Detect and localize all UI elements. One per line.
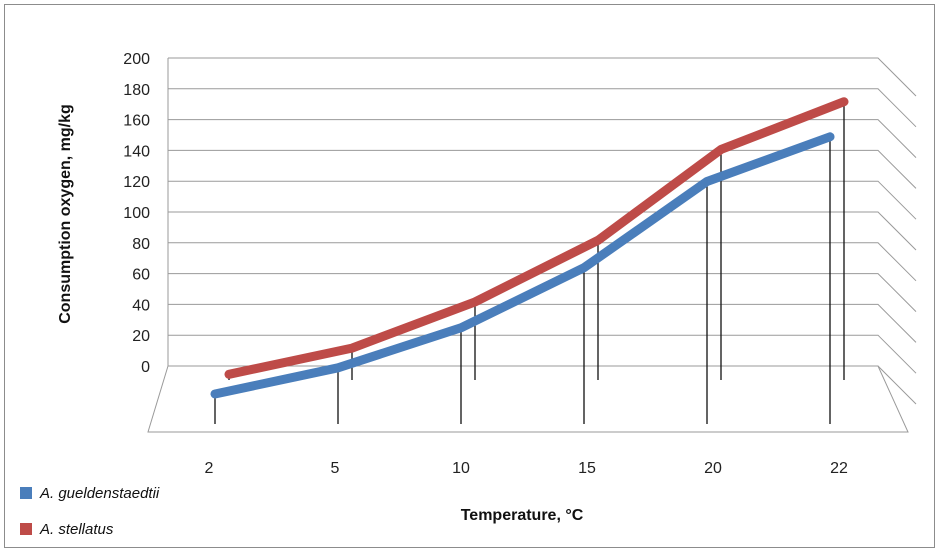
grid-line xyxy=(168,303,917,343)
x-tick-label: 10 xyxy=(452,460,470,477)
data-point xyxy=(351,347,353,350)
data-point xyxy=(829,135,831,138)
floor-outline xyxy=(147,365,909,433)
series-line xyxy=(210,132,835,399)
grid-line xyxy=(168,211,917,251)
x-tick-label: 5 xyxy=(331,460,340,477)
grid-line xyxy=(168,242,917,282)
grid-line xyxy=(168,273,917,312)
grid-line xyxy=(168,119,917,158)
data-point xyxy=(583,266,585,269)
legend-label: A. gueldenstaedtii xyxy=(39,485,160,502)
x-tick-label: 2 xyxy=(205,460,214,477)
x-tick-label: 15 xyxy=(578,460,596,477)
y-axis-label: Consumption oxygen, mg/kg xyxy=(57,104,74,324)
data-point xyxy=(720,148,722,151)
x-tick-label: 22 xyxy=(830,460,848,477)
series-lines xyxy=(210,97,849,399)
data-point xyxy=(474,300,476,303)
grid-line xyxy=(168,180,917,220)
y-tick-label: 200 xyxy=(123,51,150,68)
grid-lines xyxy=(167,57,917,405)
chart-floor xyxy=(147,365,909,433)
y-tick-label: 80 xyxy=(132,236,150,253)
x-axis-ticks: 2 5 10 15 20 22 xyxy=(205,460,848,477)
y-tick-label: 180 xyxy=(123,82,150,99)
y-tick-label: 0 xyxy=(141,359,150,376)
y-tick-label: 140 xyxy=(123,143,150,160)
y-tick-label: 20 xyxy=(132,328,150,345)
y-tick-label: 120 xyxy=(123,174,150,191)
data-point xyxy=(214,393,216,395)
legend: A. gueldenstaedtii A. stellatus xyxy=(20,485,160,538)
data-point xyxy=(460,326,462,329)
grid-line xyxy=(168,334,917,374)
grid-line xyxy=(168,88,917,128)
grid-line xyxy=(168,57,917,97)
x-axis-label: Temperature, °C xyxy=(461,507,584,524)
legend-swatch xyxy=(20,523,32,535)
legend-swatch xyxy=(20,487,32,499)
series-line xyxy=(224,97,849,379)
data-point xyxy=(228,373,230,376)
data-point xyxy=(597,239,599,242)
drop-lines xyxy=(214,101,845,424)
y-tick-label: 60 xyxy=(132,267,150,284)
data-point xyxy=(337,366,339,369)
grid-line xyxy=(168,149,917,189)
chart-frame xyxy=(4,4,935,548)
grid-line xyxy=(168,365,917,405)
y-tick-label: 160 xyxy=(123,113,150,130)
y-tick-label: 40 xyxy=(132,297,150,314)
x-tick-label: 20 xyxy=(704,460,722,477)
data-point xyxy=(706,180,708,183)
y-tick-label: 100 xyxy=(123,205,150,222)
y-axis-ticks: 0 20 40 60 80 100 120 140 160 180 200 xyxy=(123,51,150,376)
data-point xyxy=(843,100,845,103)
legend-label: A. stellatus xyxy=(39,521,114,538)
